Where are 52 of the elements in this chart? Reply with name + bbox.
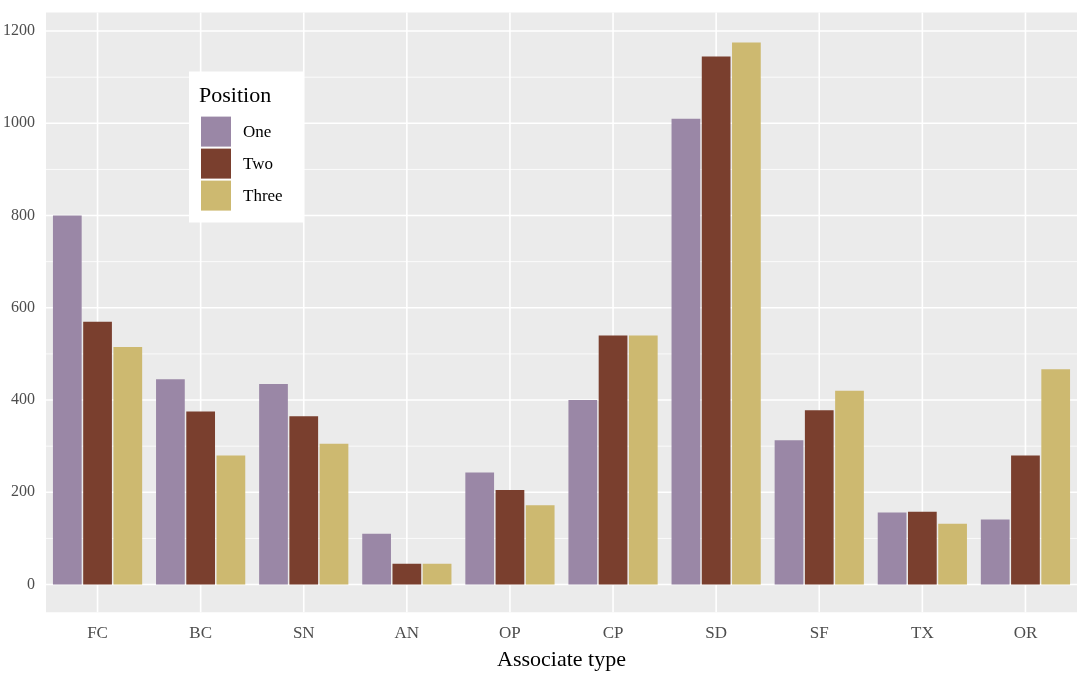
bar	[628, 335, 658, 585]
bar	[598, 335, 628, 585]
bar	[392, 563, 422, 585]
y-tick-label: 1000	[3, 113, 35, 131]
bar	[1011, 455, 1040, 585]
bar	[732, 42, 761, 585]
y-tick-label: 400	[11, 390, 35, 408]
x-tick-label: SD	[705, 622, 728, 642]
bar	[835, 390, 864, 585]
bar	[113, 346, 143, 585]
y-tick-label: 800	[11, 205, 35, 223]
bar	[289, 416, 319, 585]
x-tick-label: TX	[911, 622, 934, 642]
y-tick-label: 0	[27, 574, 35, 592]
bar	[1041, 369, 1071, 585]
bar	[216, 455, 246, 585]
legend-label: One	[243, 122, 272, 142]
bar	[465, 472, 495, 585]
bar	[186, 411, 216, 585]
bar	[907, 511, 937, 585]
bar	[525, 505, 555, 585]
bar	[319, 443, 349, 585]
bar	[156, 379, 185, 585]
legend-label: Three	[243, 186, 283, 206]
bar	[362, 533, 391, 585]
y-tick-label: 600	[11, 297, 35, 315]
x-tick-label: OP	[499, 622, 521, 642]
bar	[52, 215, 82, 585]
x-tick-label: SF	[809, 622, 829, 642]
bar	[774, 440, 804, 585]
bar	[259, 383, 288, 585]
y-tick-label: 200	[11, 482, 35, 500]
x-tick-label: SN	[292, 622, 315, 642]
bar	[980, 519, 1010, 585]
x-tick-label: BC	[189, 622, 212, 642]
bar	[804, 410, 834, 585]
y-tick-label: 1200	[3, 21, 35, 39]
legend-title: Position	[199, 82, 272, 108]
x-tick-label: CP	[602, 622, 624, 642]
bar	[495, 489, 525, 585]
bar	[83, 321, 112, 585]
bar	[422, 563, 452, 585]
bar	[877, 512, 907, 585]
bar	[701, 56, 731, 585]
x-tick-label: FC	[87, 622, 108, 642]
bar	[671, 118, 701, 585]
bar	[938, 523, 967, 585]
x-axis-title: Associate type	[497, 645, 626, 671]
legend-label: Two	[243, 154, 273, 174]
bar	[568, 400, 598, 585]
x-tick-label: AN	[394, 622, 420, 642]
x-tick-label: OR	[1013, 622, 1038, 642]
